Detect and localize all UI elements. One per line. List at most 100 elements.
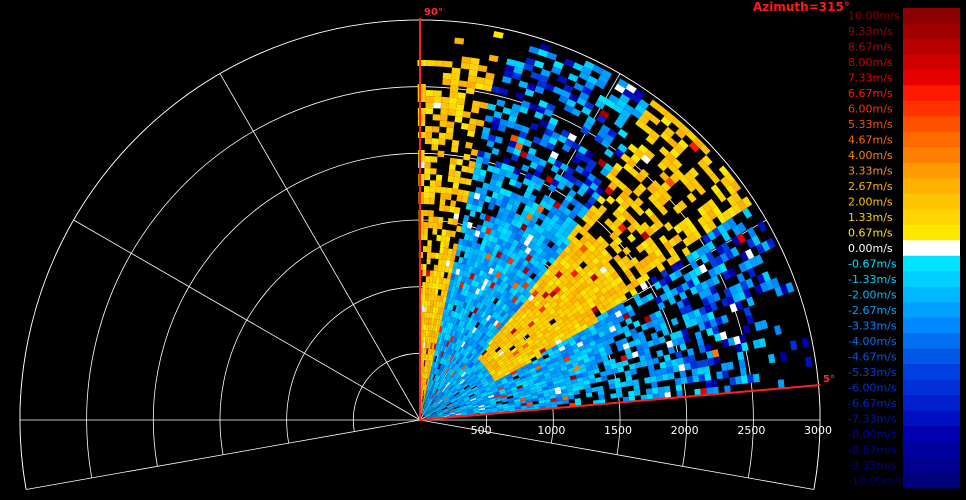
velocity-cell [736, 351, 745, 361]
colorbar-swatch [903, 162, 960, 179]
velocity-cell [450, 349, 455, 356]
velocity-cell [429, 385, 432, 392]
velocity-cell [478, 403, 485, 407]
velocity-cell [660, 269, 669, 279]
velocity-cell [442, 410, 449, 413]
velocity-cell [576, 285, 585, 293]
velocity-cell [488, 367, 495, 373]
velocity-cell [457, 368, 463, 375]
velocity-cell [470, 333, 476, 340]
velocity-cell [529, 257, 537, 265]
velocity-cell [449, 412, 456, 415]
velocity-cell [571, 156, 582, 166]
velocity-cell [554, 278, 562, 287]
velocity-cell [539, 280, 547, 289]
velocity-cell [443, 60, 453, 68]
velocity-cell [438, 391, 444, 398]
velocity-cell [473, 248, 480, 256]
velocity-cell [493, 31, 504, 39]
velocity-cell [429, 186, 436, 193]
velocity-cell [486, 140, 495, 148]
velocity-cell [625, 352, 634, 360]
velocity-cell [682, 236, 692, 247]
velocity-cell [428, 391, 432, 398]
velocity-cell [535, 285, 543, 293]
velocity-cell [517, 387, 524, 392]
velocity-cell [496, 348, 503, 355]
velocity-cell [731, 292, 741, 303]
velocity-cell [705, 350, 714, 359]
velocity-cell [435, 407, 442, 412]
velocity-cell [531, 289, 539, 298]
velocity-cell [445, 389, 451, 395]
velocity-cell [505, 388, 512, 393]
velocity-cell [563, 245, 572, 254]
velocity-cell [480, 367, 487, 373]
velocity-cell [444, 381, 450, 387]
velocity-cell [567, 336, 575, 343]
velocity-cell [663, 221, 674, 232]
velocity-cell [510, 336, 517, 343]
velocity-cell [679, 175, 691, 186]
velocity-cell [425, 413, 431, 417]
velocity-cell [674, 269, 683, 279]
velocity-cell [588, 313, 597, 321]
velocity-cell [602, 270, 612, 279]
velocity-cell [454, 206, 461, 214]
velocity-cell [503, 70, 514, 79]
velocity-cell [518, 286, 526, 294]
velocity-cell [428, 210, 434, 217]
colorbar-label: 3.33m/s [848, 165, 893, 178]
velocity-cell [558, 311, 566, 319]
velocity-cell [475, 393, 482, 398]
velocity-cell [457, 332, 463, 340]
velocity-cell [572, 300, 581, 308]
velocity-cell [417, 96, 426, 103]
velocity-cell [585, 187, 595, 196]
velocity-cell [518, 279, 526, 287]
velocity-cell [510, 205, 519, 214]
velocity-cell [429, 348, 432, 355]
velocity-cell [579, 334, 588, 342]
velocity-cell [467, 166, 475, 174]
velocity-cell [485, 314, 492, 322]
velocity-cell [670, 317, 679, 326]
velocity-cell [617, 366, 625, 373]
velocity-cell [541, 308, 549, 316]
velocity-cell [660, 116, 672, 127]
velocity-cell [494, 263, 501, 272]
velocity-cell [524, 246, 532, 255]
velocity-cell [453, 390, 459, 396]
velocity-cell [585, 387, 592, 394]
velocity-cell [491, 407, 498, 411]
velocity-cell [453, 381, 459, 387]
velocity-cell [465, 388, 472, 393]
velocity-cell [536, 177, 546, 187]
velocity-cell [440, 404, 446, 408]
velocity-cell [447, 368, 452, 375]
velocity-cell [425, 396, 428, 403]
velocity-cell [554, 390, 562, 395]
velocity-cell [761, 271, 771, 282]
velocity-cell [443, 397, 449, 402]
velocity-cell [425, 126, 433, 133]
velocity-cell [549, 227, 558, 236]
velocity-cell [485, 240, 492, 248]
velocity-cell [611, 176, 622, 187]
velocity-cell [533, 210, 542, 219]
velocity-cell [495, 278, 502, 286]
velocity-cell [466, 408, 474, 412]
velocity-cell [524, 225, 533, 234]
velocity-cell [422, 264, 427, 271]
velocity-cell [597, 74, 610, 85]
velocity-cell [479, 212, 487, 221]
velocity-cell [442, 320, 447, 328]
velocity-cell [512, 199, 521, 208]
velocity-cell [501, 267, 509, 276]
velocity-cell [676, 390, 683, 398]
velocity-cell [479, 409, 486, 412]
velocity-cell [431, 343, 435, 350]
velocity-cell [475, 380, 482, 386]
velocity-cell [425, 378, 428, 385]
velocity-cell [525, 348, 533, 354]
